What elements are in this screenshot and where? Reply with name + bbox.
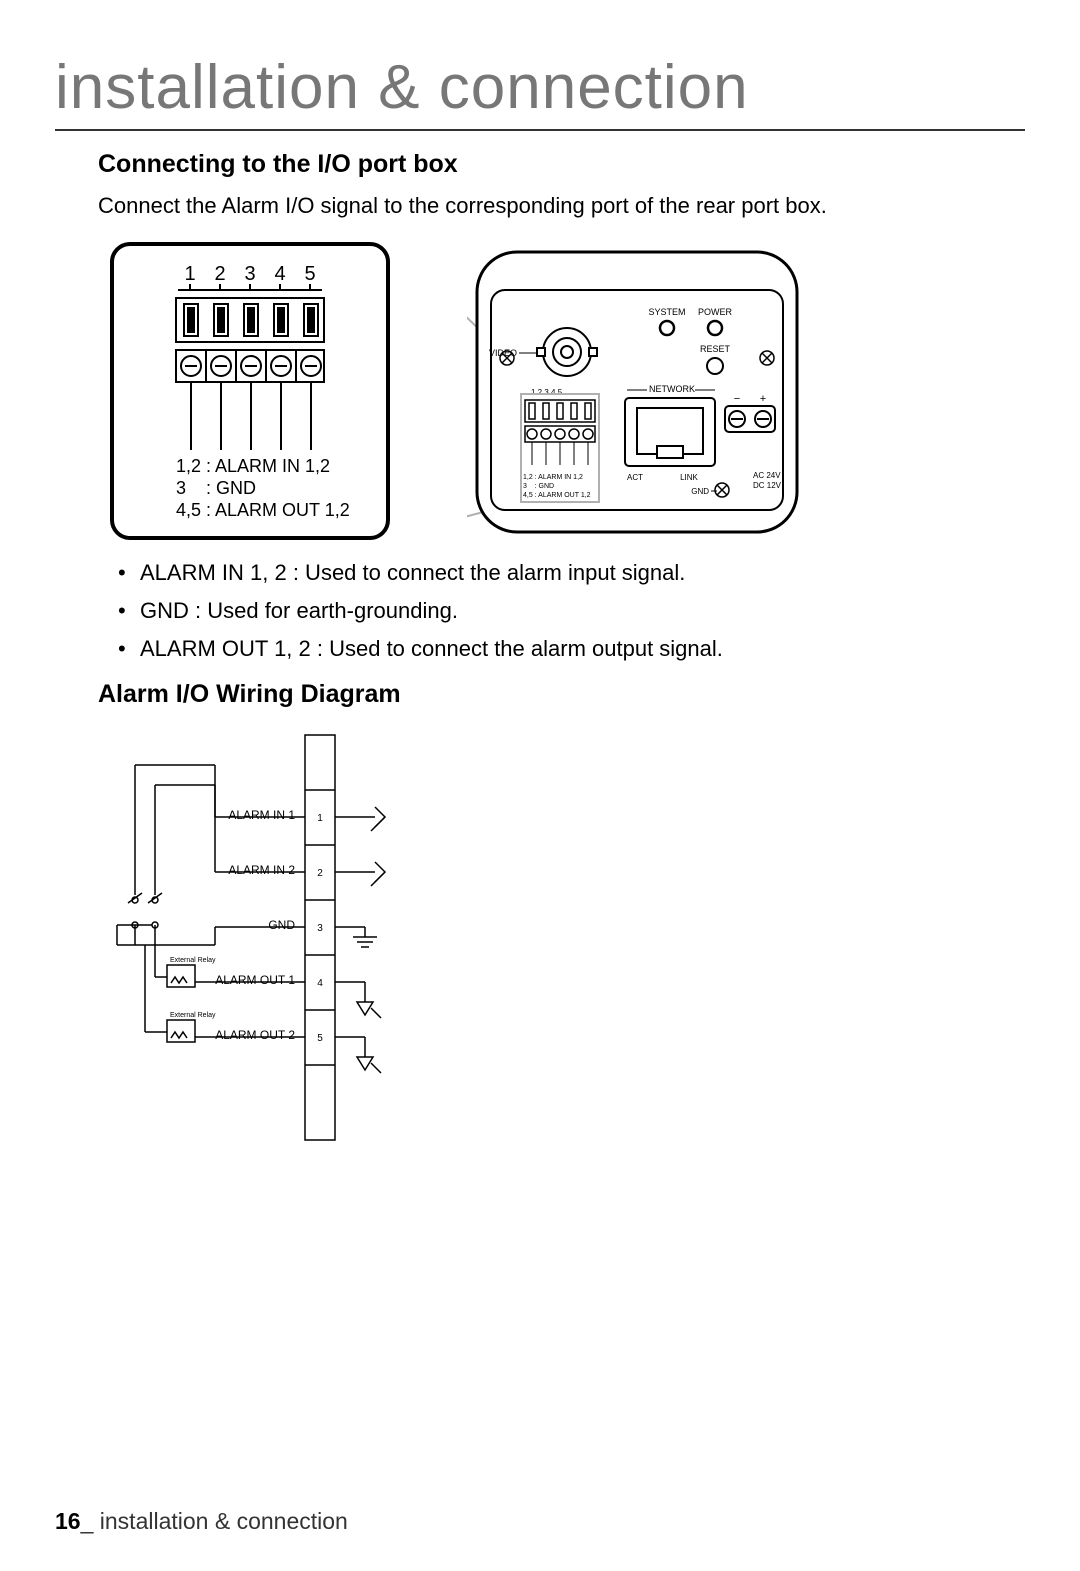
- label-reset: RESET: [700, 344, 731, 354]
- page-number: 16: [55, 1508, 81, 1534]
- wiring-num-1: 1: [317, 813, 323, 824]
- portbox-legend-1: 1,2 : ALARM IN 1,2: [176, 456, 330, 476]
- wiring-label-2: ALARM IN 2: [228, 863, 295, 877]
- portbox-legend-3: 4,5 : ALARM OUT 1,2: [176, 500, 350, 520]
- body-io-port-box: Connect the Alarm I/O signal to the corr…: [98, 191, 968, 222]
- wiring-label-5: ALARM OUT 2: [215, 1028, 295, 1042]
- wiring-num-4: 4: [317, 978, 323, 989]
- subheading-wiring-diagram: Alarm I/O Wiring Diagram: [98, 680, 401, 709]
- label-system: SYSTEM: [648, 307, 685, 317]
- label-term-numbers: 1 2 3 4 5: [531, 388, 563, 397]
- cam-legend-3: 4,5 : ALARM OUT 1,2: [523, 492, 591, 499]
- wiring-label-1: ALARM IN 1: [228, 808, 295, 822]
- relay-label-1: External Relay: [170, 957, 216, 964]
- label-video: VIDEO: [489, 348, 517, 358]
- label-power: POWER: [698, 307, 733, 317]
- wiring-label-3: GND: [268, 918, 295, 932]
- bullet-alarm-out: ALARM OUT 1, 2 : Used to connect the ala…: [118, 636, 970, 662]
- page-footer: 16_ installation & connection: [55, 1508, 348, 1535]
- label-dc: DC 12V: [753, 481, 782, 490]
- camera-back-panel-diagram: VIDEO SYSTEM POWER RESET 1 2 3 4 5 1,2 :…: [467, 240, 817, 540]
- wiring-diagram: 1 2 3 4 5 ALARM IN 1 ALARM IN 2 GND ALAR…: [95, 725, 525, 1155]
- cam-legend-1: 1,2 : ALARM IN 1,2: [523, 474, 583, 481]
- bullet-gnd: GND : Used for earth-grounding.: [118, 598, 970, 624]
- label-minus: −: [734, 393, 740, 405]
- wiring-num-3: 3: [317, 923, 323, 934]
- portbox-num-1: 1: [184, 263, 195, 285]
- wiring-num-2: 2: [317, 868, 323, 879]
- portbox-num-5: 5: [304, 263, 315, 285]
- subheading-io-port-box: Connecting to the I/O port box: [98, 150, 458, 179]
- cam-legend-2: 3 : GND: [523, 483, 554, 490]
- relay-label-2: External Relay: [170, 1012, 216, 1019]
- io-port-bullets: ALARM IN 1, 2 : Used to connect the alar…: [100, 560, 970, 674]
- page-title: installation & connection: [55, 52, 1025, 131]
- label-plus: +: [760, 393, 766, 405]
- label-ac: AC 24V: [753, 471, 781, 480]
- label-link: LINK: [680, 473, 698, 482]
- io-port-box-diagram: 1 2 3 4 5 1,2 : ALARM IN 1,2: [110, 240, 400, 540]
- label-gnd: GND: [691, 487, 709, 496]
- portbox-num-2: 2: [214, 263, 225, 285]
- portbox-legend-2: 3 : GND: [176, 478, 256, 498]
- label-network: NETWORK: [649, 384, 695, 394]
- portbox-num-4: 4: [274, 263, 285, 285]
- label-act: ACT: [627, 473, 643, 482]
- portbox-num-3: 3: [244, 263, 255, 285]
- wiring-label-4: ALARM OUT 1: [215, 973, 295, 987]
- footer-label: installation & connection: [100, 1508, 348, 1534]
- bullet-alarm-in: ALARM IN 1, 2 : Used to connect the alar…: [118, 560, 970, 586]
- wiring-num-5: 5: [317, 1033, 323, 1044]
